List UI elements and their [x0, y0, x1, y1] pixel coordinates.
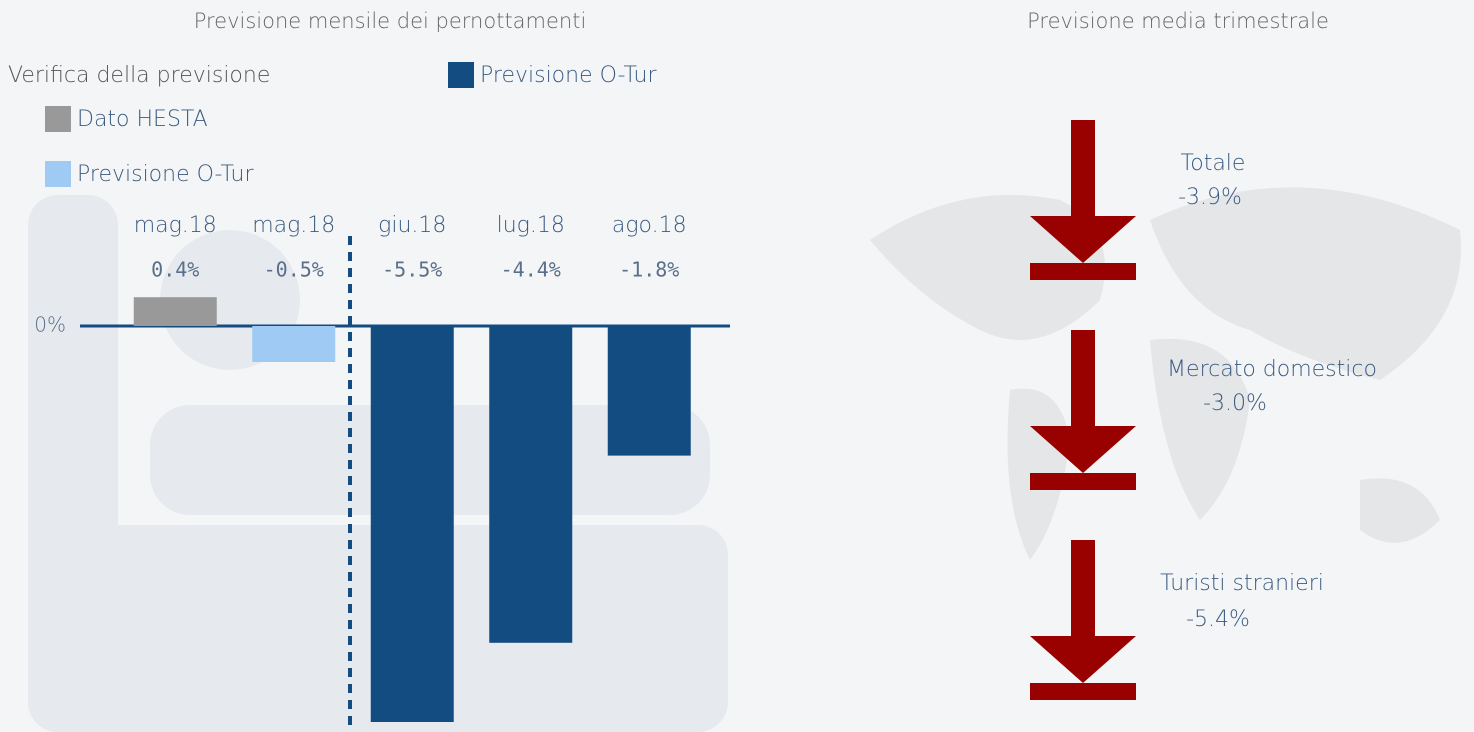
legend-label: Previsione O-Tur — [480, 63, 658, 88]
arrow-shaft — [1071, 120, 1095, 217]
arrow-shaft — [1071, 540, 1095, 637]
x-tick-label: mag.18 — [134, 213, 217, 238]
bar — [133, 297, 217, 326]
indicator-label: Turisti stranieri — [1160, 571, 1324, 596]
legend-label: Previsione O-Tur — [77, 162, 255, 187]
chart-title: Previsione media trimestrale — [1027, 9, 1329, 33]
down-arrow — [1030, 540, 1136, 700]
down-arrow — [1030, 330, 1136, 490]
arrow-head — [1030, 426, 1136, 473]
y-tick-label: 0% — [34, 313, 66, 337]
arrow-shaft — [1071, 330, 1095, 427]
value-label: -5.5% — [382, 258, 442, 282]
indicator-value: -3.9% — [1178, 185, 1242, 210]
indicator-label: Mercato domestico — [1167, 357, 1377, 382]
indicator-label: Totale — [1181, 151, 1246, 176]
bar — [489, 326, 573, 643]
legend-swatch — [45, 161, 71, 187]
legend-label: Dato HESTA — [77, 107, 208, 132]
value-label: -0.5% — [264, 258, 324, 282]
value-label: -1.8% — [619, 258, 679, 282]
chart-title: Previsione mensile dei pernottamenti — [194, 9, 587, 33]
legend-swatch — [45, 106, 71, 132]
bar — [607, 326, 691, 456]
bar — [370, 326, 454, 722]
x-tick-label: giu.18 — [378, 213, 446, 238]
x-tick-label: mag.18 — [252, 213, 335, 238]
arrow-head — [1030, 636, 1136, 683]
arrow-base — [1030, 683, 1136, 700]
value-label: 0.4% — [151, 258, 199, 282]
legend-swatch — [448, 62, 474, 88]
value-label: -4.4% — [501, 258, 561, 282]
bar — [252, 326, 336, 362]
arrow-head — [1030, 216, 1136, 263]
x-tick-label: ago.18 — [612, 213, 687, 238]
x-tick-label: lug.18 — [497, 213, 565, 238]
indicator-value: -3.0% — [1203, 391, 1267, 416]
legend-title: Verifica della previsione — [8, 63, 270, 88]
down-arrow — [1030, 120, 1136, 280]
indicator-value: -5.4% — [1186, 607, 1250, 632]
arrow-base — [1030, 473, 1136, 490]
arrow-base — [1030, 263, 1136, 280]
